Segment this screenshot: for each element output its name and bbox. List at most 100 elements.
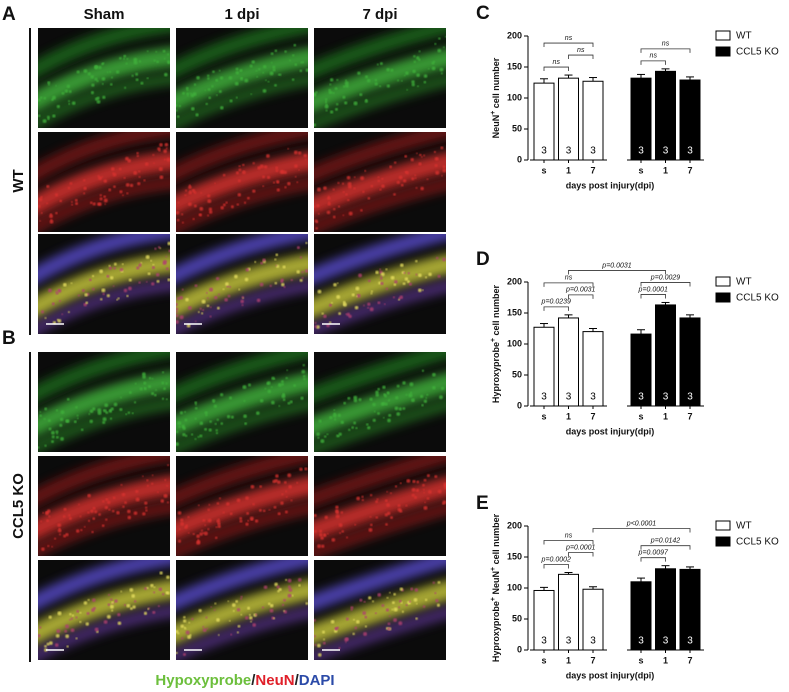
group-label: CCL5 KO — [10, 473, 27, 539]
cell-dot — [364, 615, 368, 619]
cell-dot — [401, 610, 404, 613]
cell-dot — [119, 407, 123, 412]
legend-swatch — [715, 536, 731, 547]
cell-dot — [39, 96, 43, 99]
cell-dot — [244, 277, 249, 282]
cell-dot — [339, 531, 342, 534]
cell-dot — [112, 285, 115, 287]
cell-dot — [402, 282, 406, 286]
cell-dot — [152, 610, 156, 614]
cell-dot — [326, 532, 329, 535]
cell-dot — [42, 511, 45, 514]
cell-dot — [107, 593, 110, 596]
cell-dot — [314, 92, 317, 97]
cell-dot — [94, 97, 99, 101]
cell-dot — [108, 409, 113, 413]
cell-dot — [386, 391, 390, 395]
cell-dot — [248, 613, 251, 616]
cell-dot — [360, 209, 363, 212]
tissue-band — [314, 560, 446, 611]
cell-dot — [144, 162, 149, 166]
legend-swatch — [715, 292, 731, 303]
cell-dot — [123, 57, 126, 60]
cell-dot — [415, 187, 418, 189]
cell-dot — [271, 376, 275, 381]
cell-dot — [327, 196, 331, 200]
n-label: 3 — [541, 392, 547, 403]
cell-dot — [422, 605, 426, 608]
legend-label: WT — [736, 277, 752, 288]
cell-dot — [43, 96, 47, 100]
cell-dot — [290, 499, 293, 502]
cell-dot — [58, 299, 61, 303]
cell-dot — [226, 414, 231, 419]
cell-dot — [151, 474, 154, 477]
cell-dot — [426, 178, 429, 181]
cell-dot — [418, 273, 422, 278]
cell-dot — [319, 533, 323, 537]
cell-dot — [314, 513, 317, 518]
cell-dot — [361, 498, 364, 502]
cell-dot — [83, 69, 88, 73]
cell-dot — [118, 167, 122, 171]
cell-dot — [185, 630, 190, 635]
cell-dot — [128, 278, 132, 282]
cell-dot — [382, 416, 385, 419]
cell-dot — [46, 642, 50, 646]
cell-dot — [239, 69, 243, 73]
cell-dot — [159, 571, 163, 575]
cell-dot — [97, 175, 100, 178]
cell-dot — [44, 407, 48, 411]
cell-dot — [410, 158, 414, 162]
cell-dot — [404, 170, 408, 174]
y-tick-label: 0 — [517, 400, 522, 410]
cell-dot — [377, 387, 380, 391]
cell-dot — [254, 519, 259, 523]
cell-dot — [128, 286, 132, 291]
cell-dot — [387, 627, 391, 631]
cell-dot — [213, 609, 216, 611]
cell-dot — [315, 91, 318, 94]
significance-bracket — [640, 60, 666, 65]
legend-swatch — [715, 276, 731, 287]
cell-dot — [287, 473, 292, 478]
cell-dot — [263, 165, 268, 169]
cell-dot — [410, 587, 414, 591]
tissue-band — [314, 234, 446, 285]
caption-part: DAPI — [299, 672, 335, 689]
x-tick-label: s — [541, 655, 546, 665]
cell-dot — [138, 175, 141, 178]
cell-dot — [227, 294, 231, 298]
cell-dot — [393, 607, 398, 612]
cell-dot — [393, 283, 397, 286]
cell-dot — [289, 59, 291, 62]
cell-dot — [47, 419, 51, 423]
cell-dot — [301, 61, 305, 64]
cell-dot — [314, 123, 317, 127]
cell-dot — [159, 175, 164, 180]
cell-dot — [336, 78, 339, 81]
cell-dot — [330, 301, 333, 304]
cell-dot — [163, 149, 168, 154]
cell-dot — [48, 515, 51, 518]
cell-dot — [198, 609, 202, 613]
cell-dot — [413, 60, 416, 64]
cell-dot — [285, 495, 288, 498]
cell-dot — [138, 60, 142, 63]
cell-dot — [404, 277, 409, 281]
cell-dot — [49, 214, 53, 219]
cell-dot — [398, 407, 402, 411]
cell-dot — [423, 154, 426, 157]
cell-dot — [65, 419, 70, 424]
cell-dot — [423, 478, 427, 482]
cell-dot — [326, 210, 331, 215]
cell-dot — [247, 606, 251, 610]
cell-dot — [119, 190, 123, 194]
tissue-band — [38, 73, 170, 128]
cell-dot — [196, 75, 200, 80]
panel-letter: C — [476, 3, 490, 24]
cell-dot — [71, 203, 74, 206]
cell-dot — [215, 526, 218, 529]
cell-dot — [400, 263, 404, 268]
cell-dot — [403, 179, 407, 183]
